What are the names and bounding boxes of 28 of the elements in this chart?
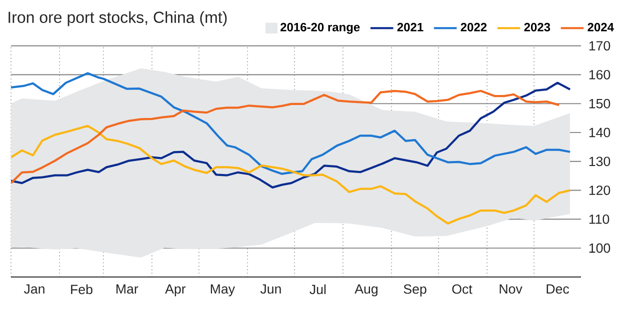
x-tick-label: May <box>210 284 235 296</box>
line-series <box>11 124 572 225</box>
legend-label: 2016-20 range <box>280 22 360 34</box>
x-tick-label: Jan <box>24 284 44 294</box>
y-tick-label: 110 <box>589 214 610 224</box>
x-tick-label: Jun <box>260 284 281 294</box>
legend-label: 2022 <box>460 22 487 32</box>
y-tick-label: 130 <box>589 156 610 166</box>
x-tick-label: Oct <box>452 284 472 294</box>
y-tick-label: 100 <box>589 243 610 253</box>
x-tick-label: Aug <box>354 284 378 296</box>
y-tick-label: 170 <box>589 41 610 51</box>
y-tick-label: 150 <box>589 98 610 108</box>
legend-label: 2021 <box>397 22 424 32</box>
y-tick-label: 120 <box>589 186 610 196</box>
y-tick-label: 160 <box>589 70 610 80</box>
x-tick-label: Apr <box>165 284 186 296</box>
y-tick-label: 140 <box>589 128 610 138</box>
x-tick-label: Sep <box>404 284 426 296</box>
legend-label: 2024 <box>588 22 614 32</box>
line-series <box>11 72 572 175</box>
x-tick-label: Jul <box>310 284 326 294</box>
x-tick-label: Nov <box>500 284 522 294</box>
legend-label: 2023 <box>524 22 550 32</box>
chart-title: Iron ore port stocks, China (mt) <box>8 11 227 26</box>
x-tick-label: Dec <box>546 284 570 294</box>
x-tick-label: Mar <box>116 284 138 294</box>
x-tick-label: Feb <box>71 284 92 294</box>
